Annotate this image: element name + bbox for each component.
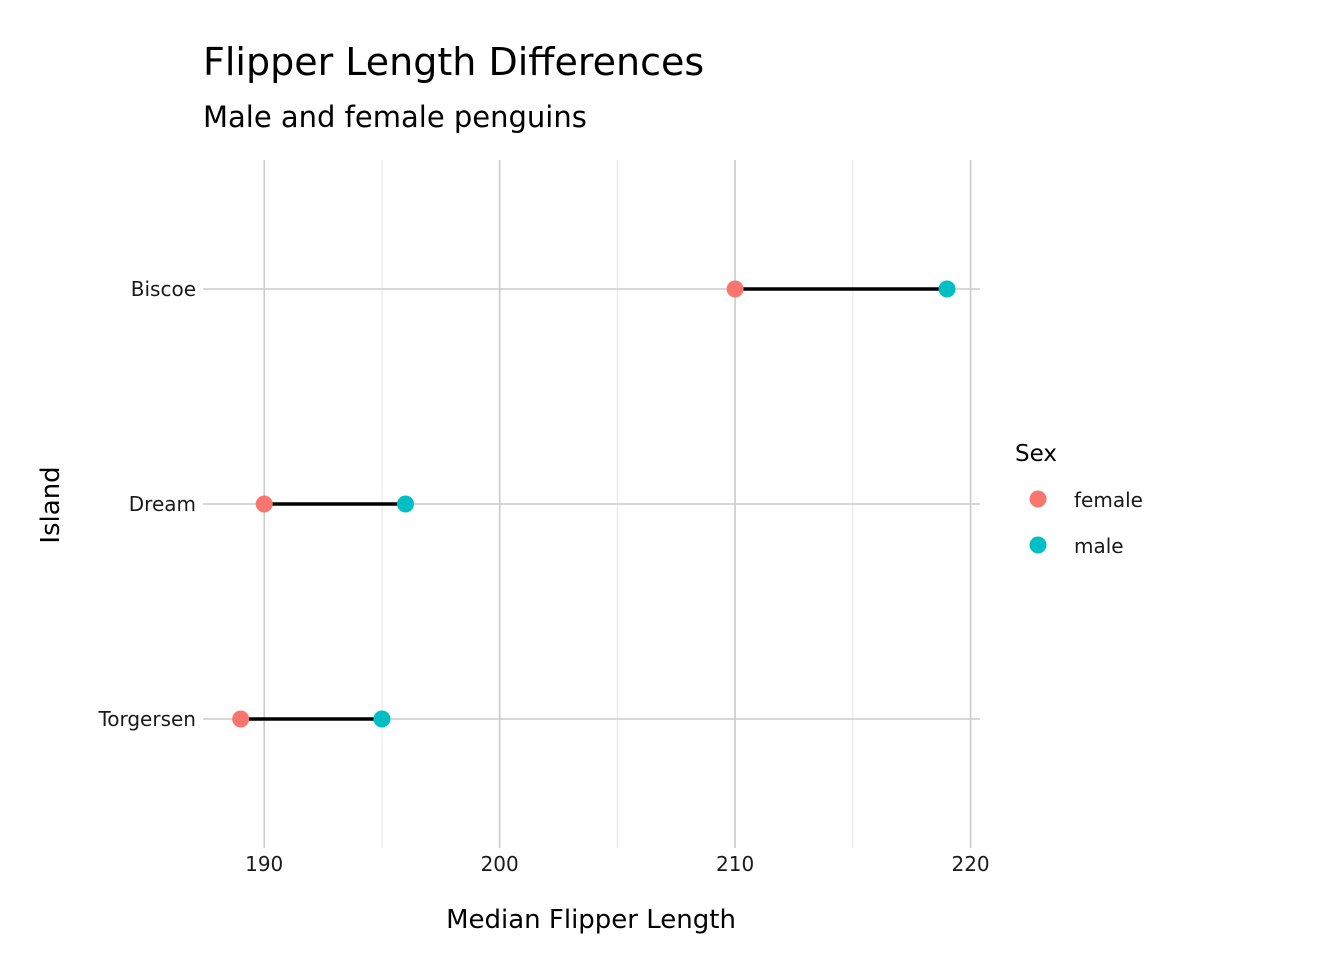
x-axis-ticks: 190 200 210 220 [245,852,990,876]
y-tick-label-biscoe: Biscoe [131,277,196,301]
dumbbell-segments [240,287,948,721]
x-axis-title: Median Flipper Length [446,905,736,935]
legend-label-female: female [1074,488,1143,512]
chart-subtitle: Male and female penguins [203,100,587,134]
x-tick-label-210: 210 [716,852,754,876]
x-tick-label-220: 220 [951,852,989,876]
point-female-biscoe [726,280,744,298]
point-male-torgersen [373,710,391,728]
point-male-biscoe [938,280,956,298]
legend: Sex female male [1015,441,1143,558]
x-tick-label-190: 190 [245,852,283,876]
y-tick-label-dream: Dream [129,492,196,516]
data-points [232,280,956,728]
legend-key-female [1029,490,1047,508]
y-axis-title: Island [36,466,66,543]
legend-key-male [1029,536,1047,554]
legend-label-male: male [1074,534,1124,558]
point-male-dream [396,495,414,513]
x-tick-label-200: 200 [481,852,519,876]
chart-title: Flipper Length Differences [203,40,705,84]
point-female-dream [255,495,273,513]
point-female-torgersen [232,710,250,728]
y-axis-ticks: Biscoe Dream Torgersen [97,277,196,731]
y-tick-label-torgersen: Torgersen [97,707,196,731]
legend-title: Sex [1015,441,1057,467]
